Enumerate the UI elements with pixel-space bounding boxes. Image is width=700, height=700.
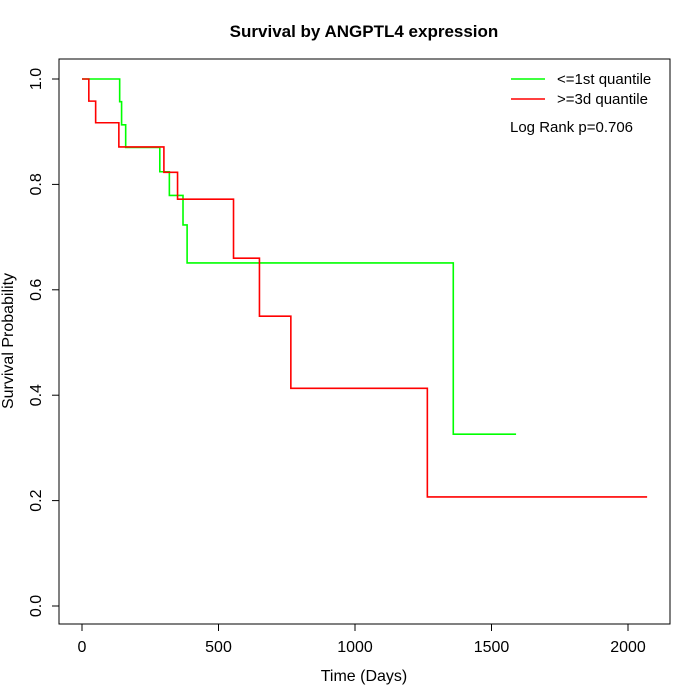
y-tick-label: 1.0 [28,68,45,90]
x-tick-label: 500 [205,639,232,656]
y-tick-label: 0.8 [28,173,45,195]
log-rank-annotation: Log Rank p=0.706 [510,119,633,136]
legend-label-series-1: <=1st quantile [557,71,651,88]
y-axis: 0.0 0.2 0.4 0.6 0.8 1.0 [28,68,60,617]
x-tick-label: 1000 [337,639,373,656]
legend: <=1st quantile >=3d quantile [511,71,651,108]
legend-label-series-2: >=3d quantile [557,91,648,108]
survival-curve-series-2 [82,78,648,498]
y-tick-label: 0.6 [28,279,45,301]
x-tick-label: 1500 [474,639,510,656]
y-tick-label: 0.2 [28,489,45,511]
survival-curve-series-1 [82,78,517,435]
x-axis: 0 500 1000 1500 2000 [78,623,646,656]
y-tick-label: 0.0 [28,595,45,617]
y-tick-label: 0.4 [28,384,45,406]
y-axis-label: Survival Probability [0,273,17,409]
x-tick-label: 0 [78,639,87,656]
chart-title: Survival by ANGPTL4 expression [230,22,499,41]
x-tick-label: 2000 [610,639,646,656]
x-axis-label: Time (Days) [321,668,408,685]
plot-frame [58,58,671,625]
series-layer [82,78,648,498]
